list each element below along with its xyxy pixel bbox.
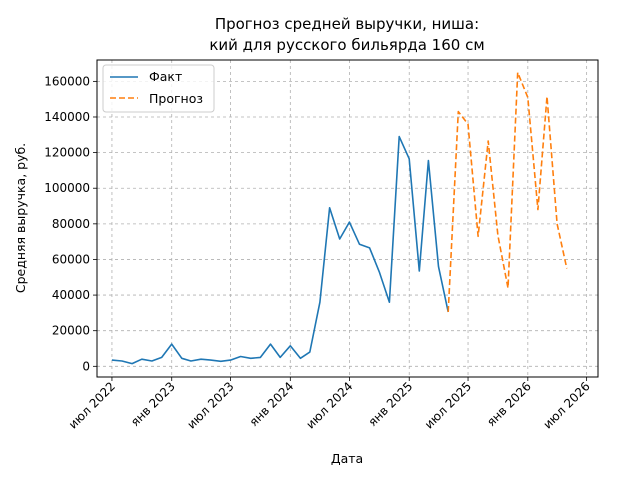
y-tick-label: 120000 bbox=[44, 146, 90, 160]
series-layer bbox=[111, 71, 568, 365]
y-tick-label: 80000 bbox=[52, 217, 90, 231]
y-tick-label: 20000 bbox=[52, 324, 90, 338]
y-tick-label: 40000 bbox=[52, 288, 90, 302]
grid bbox=[97, 60, 598, 377]
y-tick-label: 0 bbox=[82, 359, 90, 373]
legend-label-forecast: Прогноз bbox=[149, 91, 203, 106]
series-fact-line bbox=[111, 135, 449, 365]
legend-label-fact: Факт bbox=[149, 69, 182, 84]
legend: Факт Прогноз bbox=[102, 64, 215, 113]
chart-title-line-2: кий для русского бильярда 160 см bbox=[209, 36, 484, 54]
plot-frame bbox=[96, 59, 599, 378]
series-forecast-line bbox=[447, 71, 568, 313]
y-axis: 0 20000 40000 60000 80000 100000 120000 140000 1… bbox=[44, 74, 97, 373]
y-tick-label: 140000 bbox=[44, 110, 90, 124]
x-axis-title: Дата bbox=[331, 451, 363, 466]
y-tick-label: 160000 bbox=[44, 74, 90, 88]
y-axis-title: Средняя выручка, руб. bbox=[13, 143, 28, 293]
y-tick-label: 60000 bbox=[52, 252, 90, 266]
chart-title-line-1: Прогноз средней выручки, ниша: bbox=[215, 15, 479, 33]
y-tick-label: 100000 bbox=[44, 181, 90, 195]
